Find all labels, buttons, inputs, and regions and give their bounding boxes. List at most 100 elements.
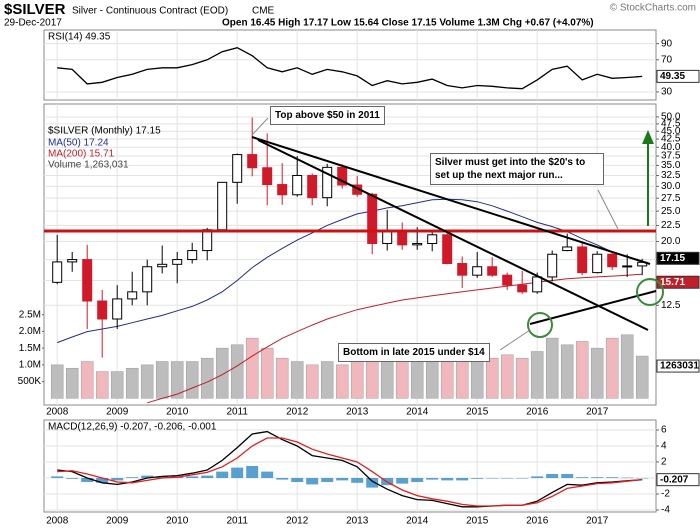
- highlight-circle: [527, 312, 553, 338]
- candle-body: [367, 193, 378, 244]
- date: 29-Dec-2017: [4, 18, 62, 29]
- x-tick-label: 2012: [286, 516, 309, 527]
- histogram-bar: [606, 477, 619, 478]
- volume-bar: [125, 367, 139, 399]
- annotation: Silver must get into the $20's to set up…: [430, 153, 604, 185]
- candle-body: [292, 174, 303, 196]
- volume-bar: [50, 364, 64, 399]
- candle-body: [442, 234, 453, 265]
- volume-bar: [245, 337, 259, 399]
- histogram-bar: [126, 477, 139, 478]
- y-tick-label: 27.5: [661, 193, 681, 204]
- candle-body: [607, 253, 618, 268]
- candle-body: [202, 229, 213, 252]
- histogram-bar: [591, 477, 604, 478]
- volume-bar: [485, 357, 499, 399]
- histogram-bar: [201, 475, 214, 478]
- volume-bar: [620, 334, 634, 399]
- volume-bar: [545, 337, 559, 399]
- candle-body: [412, 242, 423, 246]
- histogram-bar: [336, 478, 349, 481]
- volume-bar: [275, 357, 289, 399]
- volume-bar: [155, 361, 169, 399]
- value-label: 17.15: [660, 253, 685, 264]
- volume-legend: Volume 1,263,031: [48, 160, 129, 171]
- candle-body: [187, 250, 198, 261]
- symbol: $SILVER: [4, 1, 66, 18]
- candle-body: [457, 263, 468, 276]
- trendline: [251, 136, 651, 265]
- candle-body: [397, 229, 408, 246]
- ma200-legend: MA(200) 15.71: [48, 149, 115, 160]
- candle-body: [277, 184, 288, 196]
- histogram-bar: [351, 478, 364, 483]
- x-tick-label: 2010: [166, 407, 189, 418]
- histogram-bar: [276, 478, 289, 480]
- value-label: 15.71: [660, 277, 685, 288]
- y-tick-label: 6: [661, 425, 667, 436]
- y-tick-label: 40.0: [661, 142, 681, 153]
- histogram-bar: [426, 478, 439, 480]
- y-tick-label: 35.0: [661, 160, 681, 171]
- candle-body: [472, 266, 483, 276]
- histogram-bar: [291, 478, 304, 482]
- credit: © StockCharts.com: [610, 3, 696, 14]
- volume-bar: [110, 371, 124, 399]
- volume-bar: [95, 371, 109, 399]
- volume-tick-label: 1.5M: [19, 343, 41, 354]
- volume-bar: [575, 341, 589, 399]
- ma50-legend: MA(50) 17.24: [48, 138, 109, 149]
- annotation: Bottom in late 2015 under $14: [338, 343, 490, 362]
- x-tick-label: 2008: [46, 407, 69, 418]
- candle-body: [127, 291, 138, 300]
- candle-body: [427, 234, 438, 244]
- histogram-bar: [576, 477, 589, 478]
- histogram-bar: [156, 476, 169, 478]
- histogram-bar: [261, 471, 274, 478]
- callout-line: [251, 117, 269, 136]
- price-legend: $SILVER (Monthly) 17.15: [48, 126, 161, 137]
- candle-body: [547, 253, 558, 278]
- volume-bar: [170, 361, 184, 399]
- volume-bar: [560, 344, 574, 399]
- volume-bar: [350, 357, 364, 399]
- x-tick-label: 2017: [586, 516, 609, 527]
- y-tick-label: 30.0: [661, 181, 681, 192]
- histogram-bar: [471, 478, 484, 479]
- value-label: -0.207: [660, 474, 689, 485]
- y-tick-label: 2: [661, 457, 667, 468]
- volume-bar: [260, 347, 274, 399]
- candle-body: [487, 266, 498, 276]
- volume-bar: [185, 361, 199, 399]
- histogram-bar: [141, 475, 154, 478]
- trendline: [257, 139, 649, 331]
- x-tick-label: 2009: [106, 516, 129, 527]
- y-tick-label: 45.0: [661, 126, 681, 137]
- histogram-bar: [66, 478, 79, 479]
- y-tick-label: 47.5: [661, 119, 681, 130]
- volume-bar: [590, 347, 604, 399]
- y-tick-label: 70: [661, 54, 673, 65]
- volume-tick-label: 2.5M: [19, 309, 41, 320]
- volume-bar: [305, 364, 319, 399]
- histogram-bar: [81, 478, 94, 482]
- y-tick-label: 32.5: [661, 170, 681, 181]
- candle-body: [502, 274, 513, 286]
- volume-tick-label: 2.0M: [19, 326, 41, 337]
- value-label: 1263031: [660, 361, 699, 372]
- highlight-circle: [636, 278, 664, 306]
- histogram-bar: [306, 478, 319, 485]
- candle-body: [337, 166, 348, 186]
- value-box: [656, 69, 700, 83]
- quote: Open 16.45 High 17.17 Low 15.64 Close 17…: [222, 18, 594, 29]
- x-tick-label: 2011: [226, 407, 248, 418]
- candle-body: [217, 181, 228, 231]
- volume-bar: [395, 361, 409, 399]
- histogram-bar: [246, 466, 259, 478]
- candle-body: [157, 263, 168, 268]
- y-tick-label: 90: [661, 38, 673, 49]
- candle-body: [562, 246, 573, 252]
- histogram-bar: [186, 476, 199, 478]
